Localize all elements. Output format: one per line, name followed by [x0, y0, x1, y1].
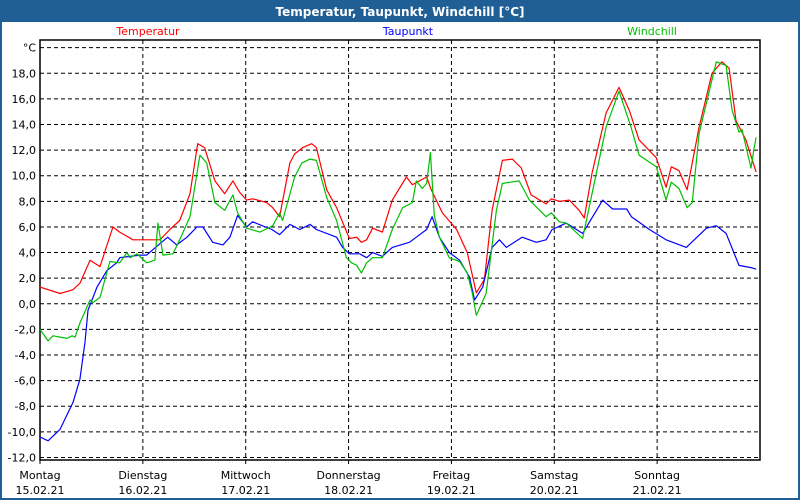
y-tick-label: -12,0: [8, 451, 36, 464]
x-tick-day: Sonntag: [634, 469, 680, 482]
y-tick-label: 12,0: [12, 144, 37, 157]
x-tick-day: Montag: [19, 469, 60, 482]
x-tick-date: 15.02.21: [16, 484, 65, 497]
series-line-temperatur: [39, 61, 757, 295]
y-tick-label: 2,0: [19, 272, 37, 285]
y-tick-label: -8,0: [15, 400, 36, 413]
x-tick-date: 16.02.21: [118, 484, 167, 497]
legend-temperatur: Temperatur: [115, 25, 180, 38]
y-tick-label: 6,0: [19, 221, 37, 234]
y-tick-label: -2,0: [15, 323, 36, 336]
legend-taupunkt: Taupunkt: [382, 25, 434, 38]
y-tick-label: 16,0: [12, 93, 37, 106]
x-tick-date: 17.02.21: [221, 484, 270, 497]
x-tick-day: Mittwoch: [221, 469, 271, 482]
y-tick-label: 4,0: [19, 247, 37, 260]
window-title: Temperatur, Taupunkt, Windchill [°C]: [2, 2, 798, 22]
y-tick-label: 14,0: [12, 119, 37, 132]
y-tick-label: -6,0: [15, 375, 36, 388]
legend-windchill: Windchill: [627, 25, 677, 38]
series-line-windchill: [39, 61, 757, 342]
series-line-taupunkt: [39, 199, 757, 442]
y-tick-label: 10,0: [12, 170, 37, 183]
x-tick-date: 19.02.21: [427, 484, 476, 497]
x-tick-day: Samstag: [530, 469, 578, 482]
y-axis-unit: °C: [23, 42, 37, 55]
x-tick-day: Dienstag: [118, 469, 167, 482]
x-tick-day: Freitag: [433, 469, 471, 482]
x-tick-date: 18.02.21: [324, 484, 373, 497]
y-tick-label: 0,0: [19, 298, 37, 311]
y-tick-label: 8,0: [19, 195, 37, 208]
x-tick-day: Donnerstag: [316, 469, 380, 482]
x-tick-date: 21.02.21: [633, 484, 682, 497]
plot-frame: [39, 39, 761, 461]
y-tick-label: -10,0: [8, 426, 36, 439]
y-tick-label: -4,0: [15, 349, 36, 362]
y-tick-label: 18,0: [12, 67, 37, 80]
x-tick-date: 20.02.21: [530, 484, 579, 497]
